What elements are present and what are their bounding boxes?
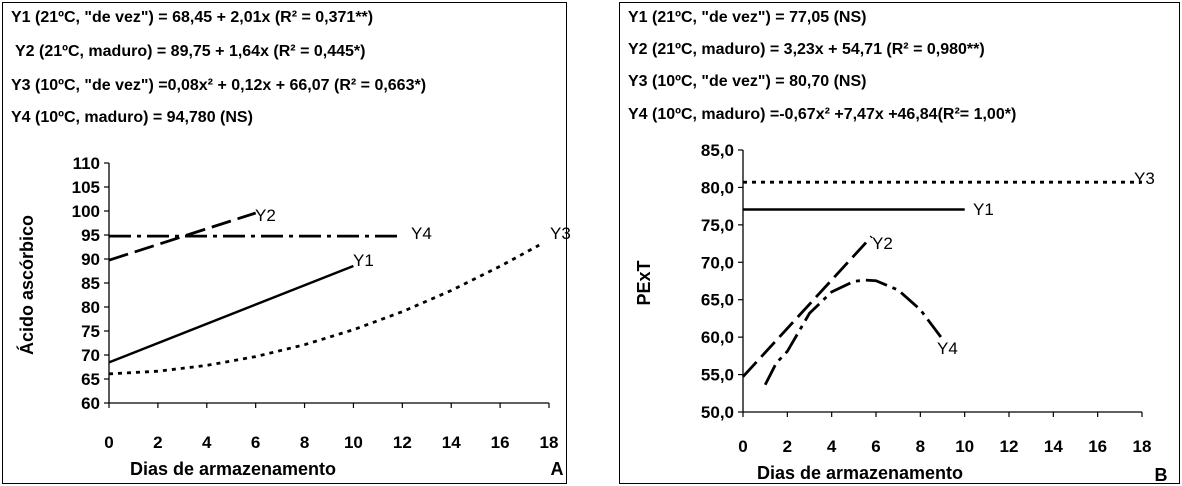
series-label-y2: Y2 xyxy=(872,234,893,253)
x-tick-label: 8 xyxy=(300,433,309,452)
x-tick-label: 8 xyxy=(916,437,925,456)
x-tick-label: 12 xyxy=(393,433,412,452)
equation-y4: Y4 (10ºC, maduro) =-0,67x² +7,47x +46,84… xyxy=(628,106,1017,123)
y-tick-label: 70 xyxy=(81,346,100,365)
equation-y1: Y1 (21ºC, "de vez") = 77,05 (NS) xyxy=(628,9,867,26)
series-label-y3: Y3 xyxy=(1134,169,1155,188)
y-axis-title: PExT xyxy=(634,260,654,305)
y-tick-label: 90 xyxy=(81,250,100,269)
x-tick-label: 12 xyxy=(1000,437,1019,456)
series-line-y4 xyxy=(763,278,944,386)
series-label-y1: Y1 xyxy=(353,251,374,270)
x-tick-label: 4 xyxy=(827,437,837,456)
x-tick-label: 0 xyxy=(738,437,747,456)
y-tick-label: 110 xyxy=(73,154,100,173)
series-line-y3 xyxy=(108,243,540,376)
x-tick-label: 10 xyxy=(344,433,363,452)
x-tick-label: 16 xyxy=(491,433,510,452)
chart-panel-a: Y1 (21ºC, "de vez") = 68,45 + 2,01x (R² … xyxy=(2,2,571,484)
equation-y3: Y3 (10ºC, "de vez") = 80,70 (NS) xyxy=(628,73,867,90)
series-line-y1 xyxy=(108,264,354,364)
x-tick-label: 6 xyxy=(251,433,260,452)
y-tick-label: 80,0 xyxy=(701,178,734,197)
plot-area-a: 60 65 70 75 80 85 90 95 100 105 110 0 2 4 6 8 10 12 14 16 18… xyxy=(16,154,571,479)
series-label-y4: Y4 xyxy=(937,339,958,358)
y-tick-label: 100 xyxy=(72,202,100,221)
x-tick-label: 14 xyxy=(442,433,461,452)
chart-panel-b: Y1 (21ºC, "de vez") = 77,05 (NS) Y2 (21º… xyxy=(619,2,1180,485)
x-tick-label: 10 xyxy=(955,437,974,456)
y-tick-label: 55,0 xyxy=(701,366,734,385)
x-tick-label: 0 xyxy=(104,433,113,452)
plot-area-b: 50,0 55,0 60,0 65,0 70,0 75,0 80,0 85,0 0 2 4 6 8 10 1… xyxy=(634,141,1168,485)
y-axis-title: Ácido ascórbico xyxy=(16,215,37,355)
y-tick-label: 60 xyxy=(81,394,100,413)
x-tick-label: 6 xyxy=(871,437,880,456)
y-tick-label: 60,0 xyxy=(701,328,734,347)
equation-y3: Y3 (10ºC, "de vez") =0,08x² + 0,12x + 66… xyxy=(11,77,427,94)
x-tick-label: 4 xyxy=(202,433,212,452)
equation-y2: Y2 (21ºC, maduro) = 89,75 + 1,64x (R² = … xyxy=(15,43,366,60)
equation-y1: Y1 (21ºC, "de vez") = 68,45 + 2,01x (R² … xyxy=(11,9,374,26)
equation-y4: Y4 (10ºC, maduro) = 94,780 (NS) xyxy=(11,109,253,126)
y-tick-label: 85,0 xyxy=(701,141,734,160)
y-tick-label: 65 xyxy=(81,370,100,389)
x-tick-label: 18 xyxy=(540,433,559,452)
y-tick-label: 85 xyxy=(81,274,100,293)
x-tick-label: 18 xyxy=(1133,437,1152,456)
x-tick-label: 2 xyxy=(783,437,792,456)
y-tick-label: 70,0 xyxy=(701,253,734,272)
series-label-y1: Y1 xyxy=(973,200,994,219)
y-tick-label: 50,0 xyxy=(701,403,734,422)
series-line-y2 xyxy=(741,235,873,378)
x-axis-title: Dias de armazenamento xyxy=(757,463,963,483)
x-tick-label: 16 xyxy=(1088,437,1107,456)
equation-y2: Y2 (21ºC, maduro) = 3,23x + 54,71 (R² = … xyxy=(628,41,985,58)
panel-label: B xyxy=(1155,465,1168,485)
panel-label: A xyxy=(551,459,564,479)
x-tick-label: 14 xyxy=(1044,437,1063,456)
series-label-y2: Y2 xyxy=(255,206,276,225)
series-label-y4: Y4 xyxy=(411,224,432,243)
y-tick-label: 80 xyxy=(81,298,100,317)
y-tick-label: 105 xyxy=(72,178,100,197)
series-label-y3: Y3 xyxy=(550,224,571,243)
y-tick-label: 65,0 xyxy=(701,291,734,310)
x-axis-title: Dias de armazenamento xyxy=(130,459,336,479)
y-tick-label: 75 xyxy=(81,322,100,341)
x-tick-label: 2 xyxy=(153,433,162,452)
y-tick-label: 95 xyxy=(81,226,100,245)
y-tick-label: 75,0 xyxy=(701,216,734,235)
